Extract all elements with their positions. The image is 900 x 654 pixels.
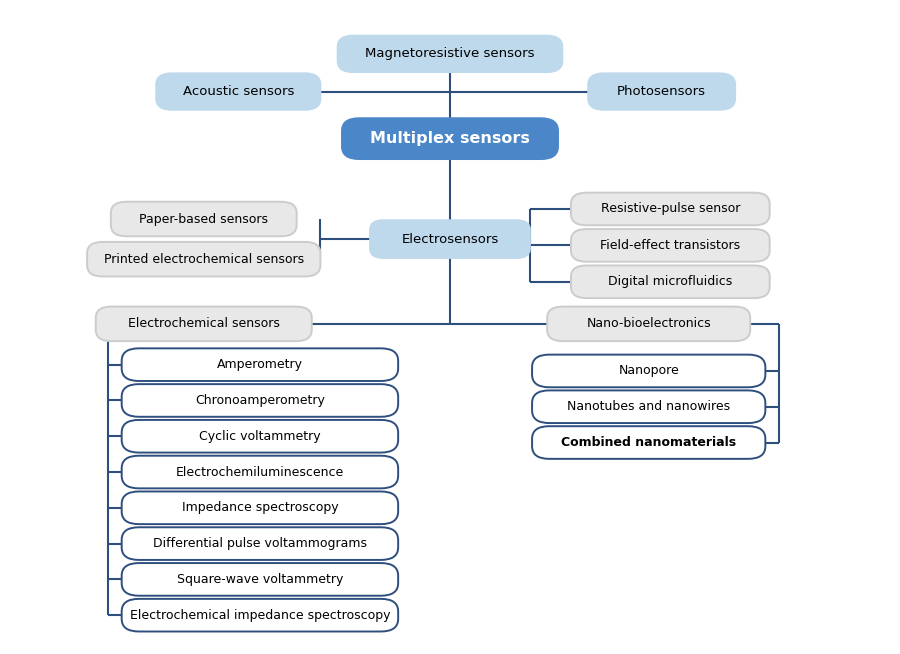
Text: Multiplex sensors: Multiplex sensors xyxy=(370,131,530,146)
FancyBboxPatch shape xyxy=(571,193,770,225)
Text: Printed electrochemical sensors: Printed electrochemical sensors xyxy=(104,252,304,266)
FancyBboxPatch shape xyxy=(338,36,562,72)
Text: Combined nanomaterials: Combined nanomaterials xyxy=(562,436,736,449)
FancyBboxPatch shape xyxy=(122,492,398,524)
FancyBboxPatch shape xyxy=(342,118,558,159)
FancyBboxPatch shape xyxy=(571,229,770,262)
FancyBboxPatch shape xyxy=(157,73,320,110)
FancyBboxPatch shape xyxy=(571,266,770,298)
Text: Resistive-pulse sensor: Resistive-pulse sensor xyxy=(600,203,740,215)
Text: Acoustic sensors: Acoustic sensors xyxy=(183,85,294,98)
FancyBboxPatch shape xyxy=(122,599,398,632)
Text: Photosensors: Photosensors xyxy=(617,85,707,98)
FancyBboxPatch shape xyxy=(87,242,320,277)
FancyBboxPatch shape xyxy=(532,426,765,459)
FancyBboxPatch shape xyxy=(111,201,297,236)
Text: Paper-based sensors: Paper-based sensors xyxy=(140,213,268,226)
FancyBboxPatch shape xyxy=(370,220,530,258)
FancyBboxPatch shape xyxy=(122,456,398,489)
Text: Impedance spectroscopy: Impedance spectroscopy xyxy=(182,502,338,514)
FancyBboxPatch shape xyxy=(122,349,398,381)
Text: Amperometry: Amperometry xyxy=(217,358,303,371)
Text: Electrochemical sensors: Electrochemical sensors xyxy=(128,317,280,330)
Text: Digital microfluidics: Digital microfluidics xyxy=(608,275,733,288)
FancyBboxPatch shape xyxy=(122,384,398,417)
Text: Electrochemiluminescence: Electrochemiluminescence xyxy=(176,466,344,479)
Text: Nanopore: Nanopore xyxy=(618,364,680,377)
Text: Electrosensors: Electrosensors xyxy=(401,233,499,246)
Text: Magnetoresistive sensors: Magnetoresistive sensors xyxy=(365,47,535,60)
FancyBboxPatch shape xyxy=(122,527,398,560)
Text: Differential pulse voltammograms: Differential pulse voltammograms xyxy=(153,537,367,550)
Text: Nanotubes and nanowires: Nanotubes and nanowires xyxy=(567,400,730,413)
Text: Field-effect transistors: Field-effect transistors xyxy=(600,239,741,252)
FancyBboxPatch shape xyxy=(122,563,398,596)
Text: Cyclic voltammetry: Cyclic voltammetry xyxy=(199,430,320,443)
Text: Nano-bioelectronics: Nano-bioelectronics xyxy=(587,317,711,330)
Text: Electrochemical impedance spectroscopy: Electrochemical impedance spectroscopy xyxy=(130,609,391,622)
FancyBboxPatch shape xyxy=(532,354,765,387)
Text: Square-wave voltammetry: Square-wave voltammetry xyxy=(176,573,343,586)
FancyBboxPatch shape xyxy=(532,390,765,423)
FancyBboxPatch shape xyxy=(589,73,735,110)
FancyBboxPatch shape xyxy=(95,307,311,341)
Text: Chronoamperometry: Chronoamperometry xyxy=(195,394,325,407)
FancyBboxPatch shape xyxy=(547,307,751,341)
FancyBboxPatch shape xyxy=(122,420,398,453)
